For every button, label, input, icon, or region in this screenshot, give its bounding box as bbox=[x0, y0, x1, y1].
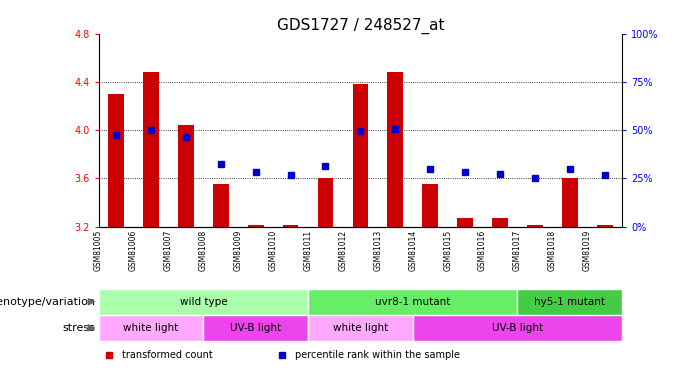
Bar bbox=[308, 315, 413, 341]
Bar bbox=[597, 225, 613, 226]
Bar bbox=[457, 218, 473, 226]
Text: GSM81010: GSM81010 bbox=[269, 230, 277, 271]
Bar bbox=[248, 225, 264, 226]
Text: GSM81009: GSM81009 bbox=[234, 230, 243, 271]
Text: UV-B light: UV-B light bbox=[230, 323, 282, 333]
Text: white light: white light bbox=[123, 323, 179, 333]
Text: uvr8-1 mutant: uvr8-1 mutant bbox=[375, 297, 450, 307]
Bar bbox=[308, 289, 517, 315]
Title: GDS1727 / 248527_at: GDS1727 / 248527_at bbox=[277, 18, 444, 34]
Bar bbox=[492, 218, 508, 226]
Bar bbox=[178, 125, 194, 226]
Bar bbox=[388, 72, 403, 226]
Bar bbox=[352, 84, 369, 226]
Bar bbox=[283, 225, 299, 226]
Bar bbox=[213, 184, 228, 226]
Bar bbox=[527, 225, 543, 226]
Text: hy5-1 mutant: hy5-1 mutant bbox=[534, 297, 605, 307]
Bar bbox=[517, 289, 622, 315]
Text: white light: white light bbox=[333, 323, 388, 333]
Bar bbox=[422, 184, 438, 226]
Bar bbox=[562, 178, 578, 226]
Bar bbox=[143, 72, 159, 226]
Text: GSM81005: GSM81005 bbox=[94, 230, 103, 271]
Bar bbox=[99, 315, 203, 341]
Text: wild type: wild type bbox=[180, 297, 227, 307]
Bar bbox=[203, 315, 308, 341]
Text: GSM81006: GSM81006 bbox=[129, 230, 138, 271]
Bar bbox=[108, 94, 124, 226]
Text: genotype/variation: genotype/variation bbox=[0, 297, 95, 307]
Text: GSM81016: GSM81016 bbox=[478, 230, 487, 271]
Text: GSM81015: GSM81015 bbox=[443, 230, 452, 271]
Text: GSM81007: GSM81007 bbox=[164, 230, 173, 271]
Text: GSM81014: GSM81014 bbox=[408, 230, 418, 271]
Text: GSM81018: GSM81018 bbox=[548, 230, 557, 271]
Text: GSM81013: GSM81013 bbox=[373, 230, 382, 271]
Text: stress: stress bbox=[63, 323, 95, 333]
Text: GSM81008: GSM81008 bbox=[199, 230, 208, 271]
Bar bbox=[413, 315, 622, 341]
Text: percentile rank within the sample: percentile rank within the sample bbox=[295, 350, 460, 360]
Text: GSM81011: GSM81011 bbox=[303, 230, 313, 271]
Bar bbox=[318, 178, 333, 226]
Text: GSM81017: GSM81017 bbox=[513, 230, 522, 271]
Bar bbox=[99, 289, 308, 315]
Text: transformed count: transformed count bbox=[122, 350, 213, 360]
Text: GSM81012: GSM81012 bbox=[339, 230, 347, 271]
Text: UV-B light: UV-B light bbox=[492, 323, 543, 333]
Text: GSM81019: GSM81019 bbox=[583, 230, 592, 271]
